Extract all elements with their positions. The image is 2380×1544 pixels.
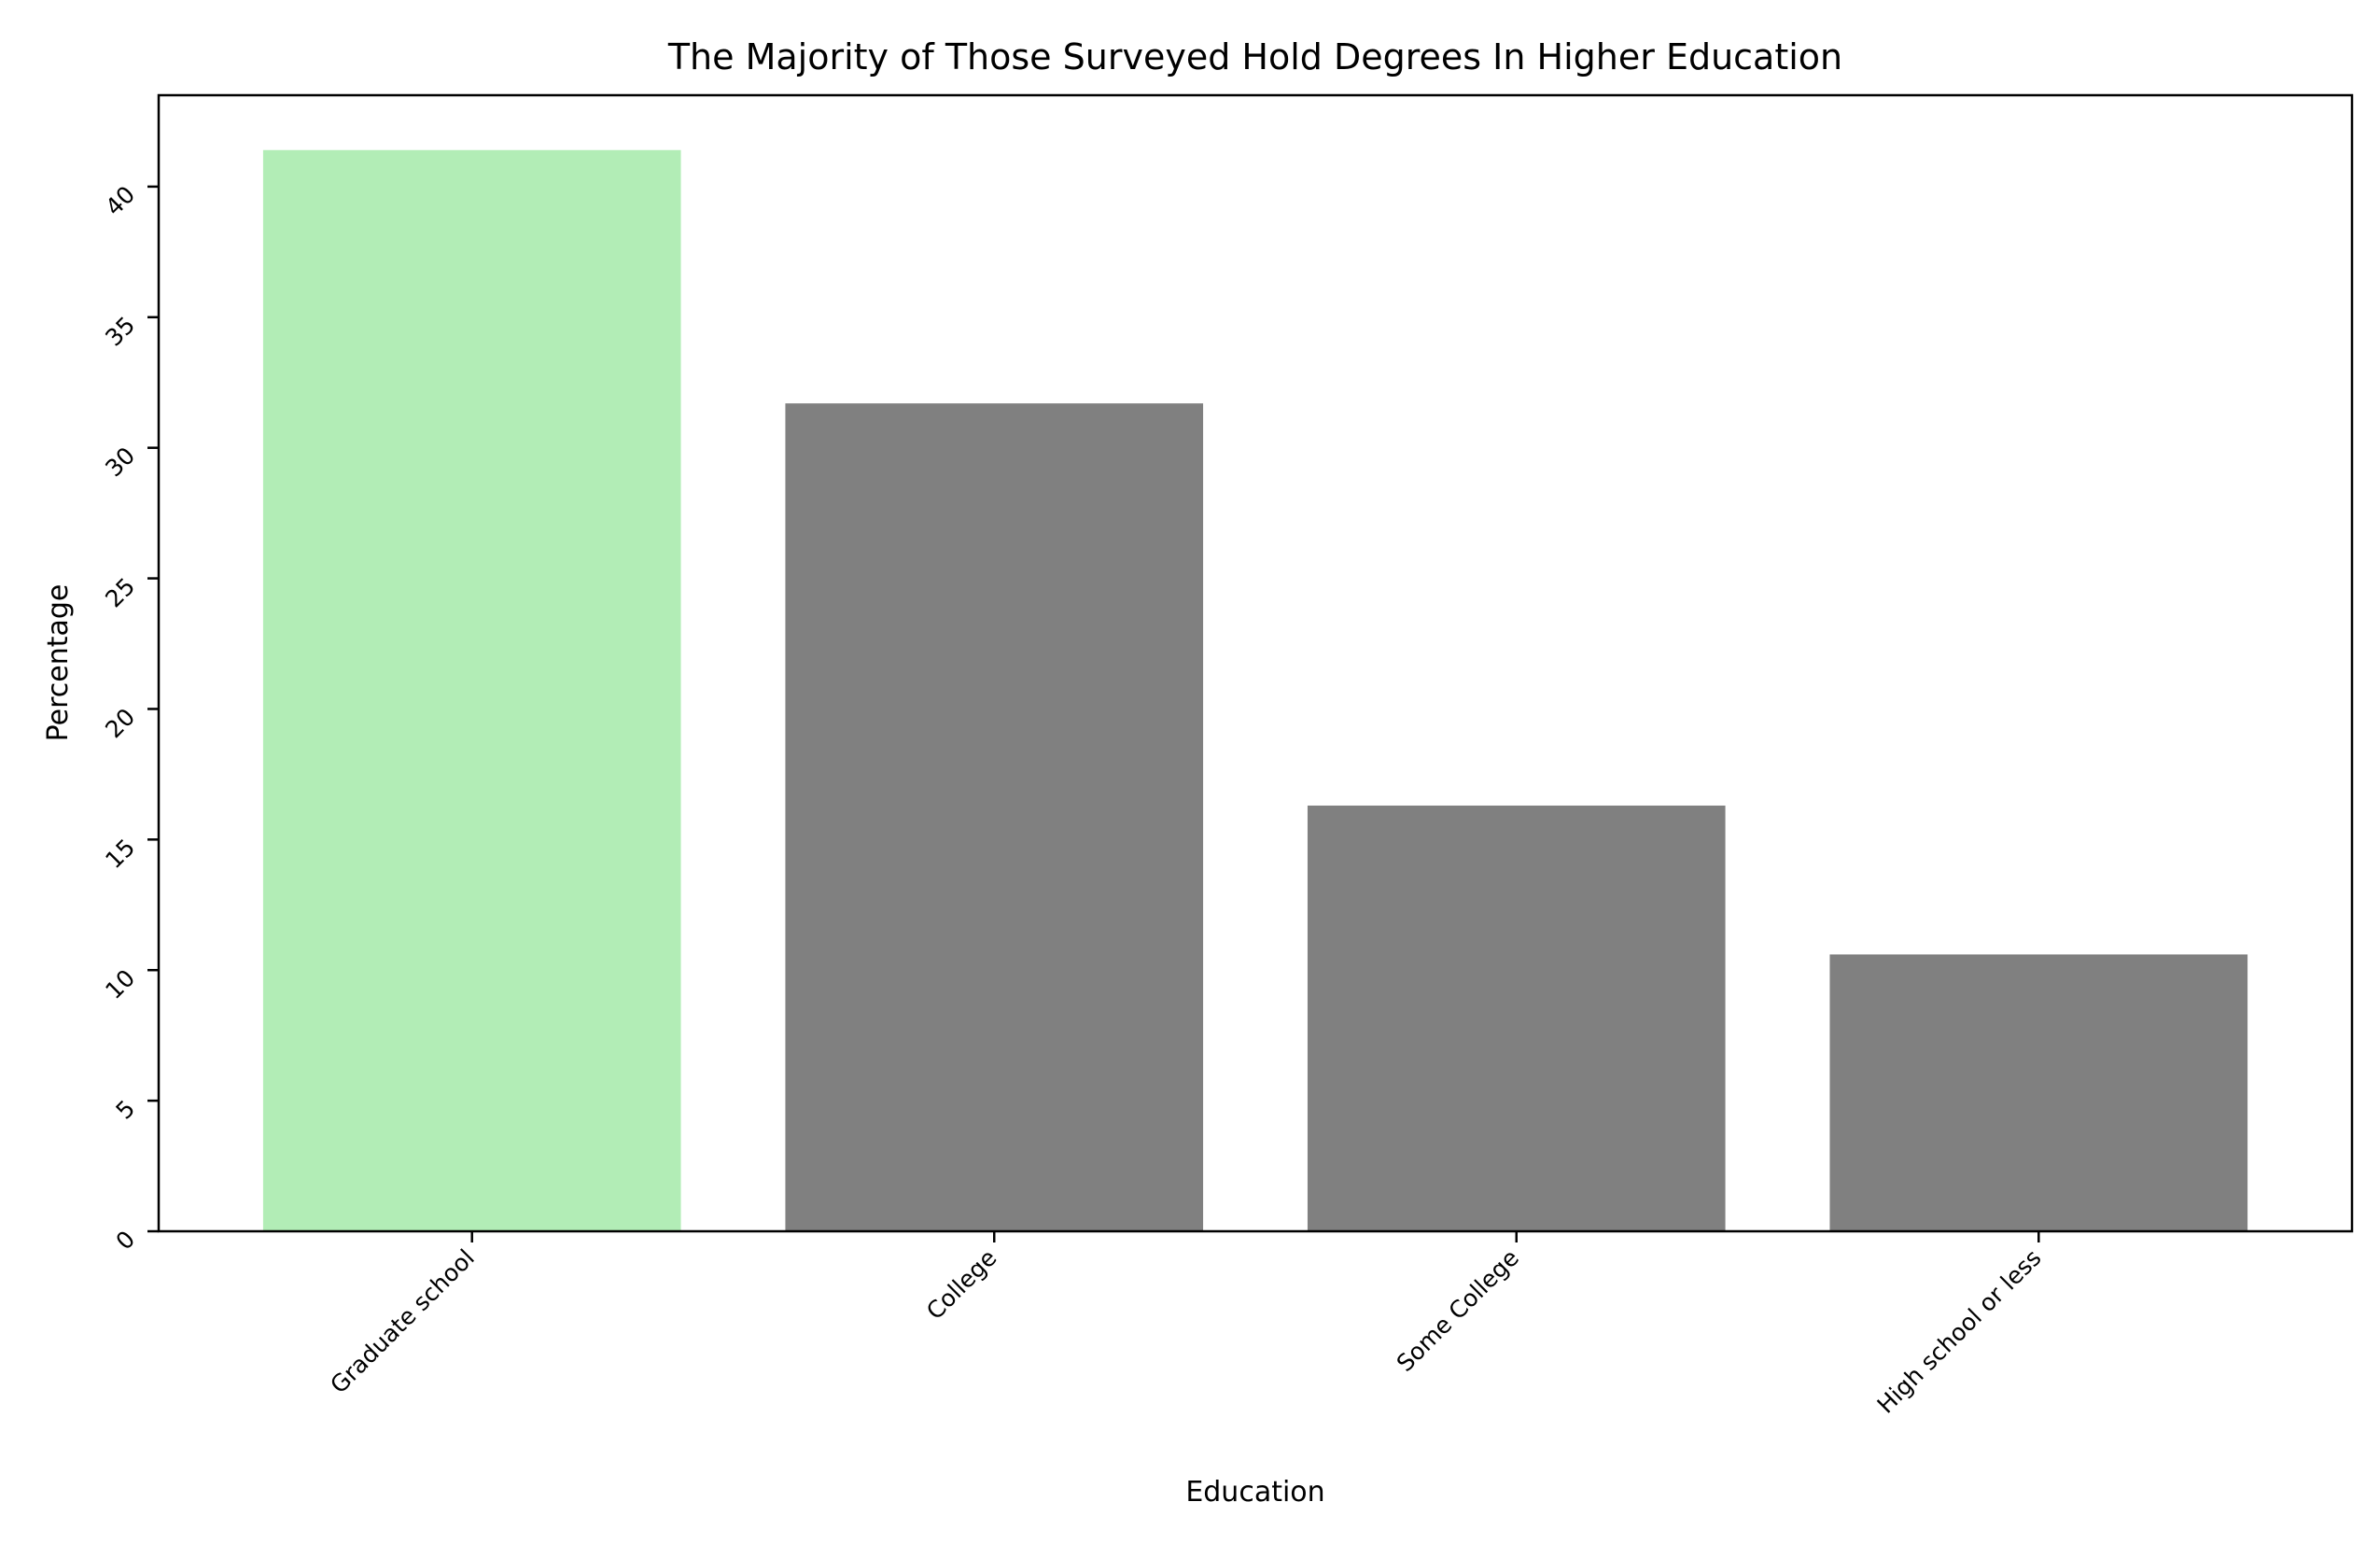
y-axis-label: Percentage	[42, 584, 75, 742]
bars-group	[262, 149, 2248, 1232]
bar-some-college	[1307, 805, 1726, 1231]
x-axis-label: Education	[1185, 1476, 1324, 1509]
chart-title: The Majority of Those Surveyed Hold Degr…	[667, 36, 1842, 77]
bar-high-school-or-less	[1829, 954, 2248, 1231]
plot-frame	[157, 93, 2354, 1233]
bar-graduate-school	[262, 149, 681, 1232]
bar-college	[785, 403, 1204, 1231]
